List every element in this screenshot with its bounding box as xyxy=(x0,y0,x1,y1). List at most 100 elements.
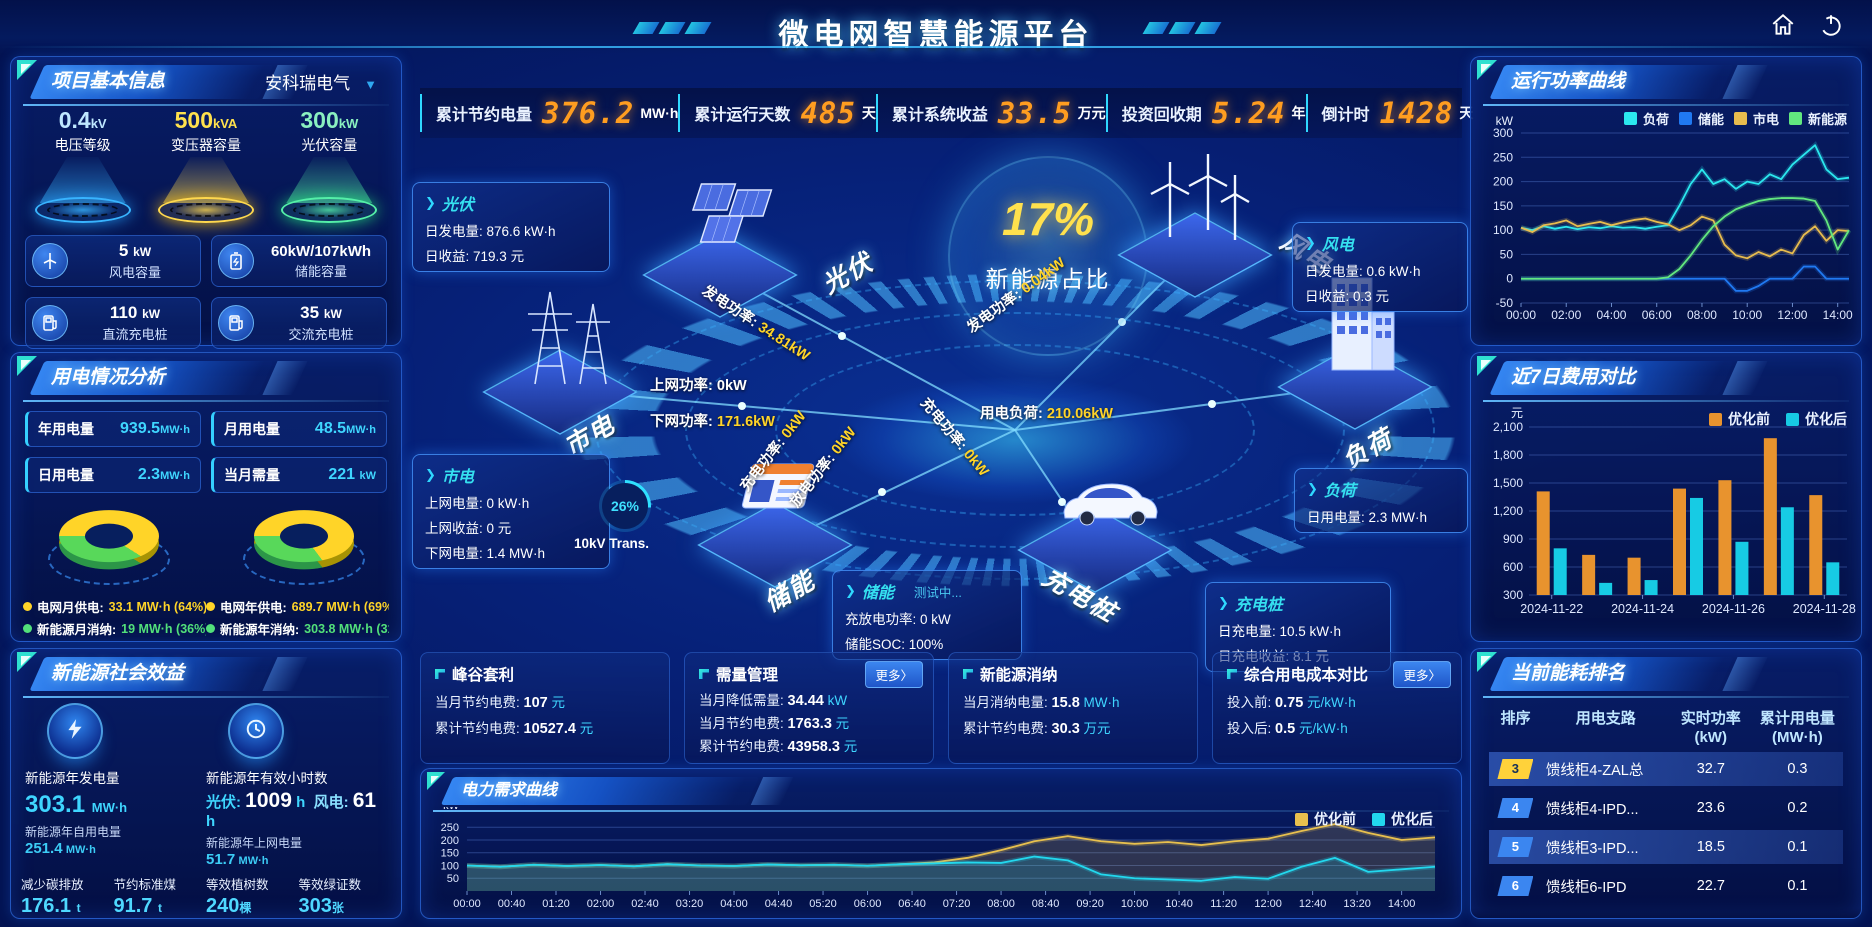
stat-wind-capacity: 5 kW 风电容量 xyxy=(25,235,201,287)
home-icon[interactable] xyxy=(1770,12,1796,38)
power-curve-chart: -50 0 50 100 150 200 250 300 00:00 02:00 04:00 06:0… xyxy=(1493,114,1853,322)
legend-grid: 市电 xyxy=(1733,109,1779,128)
transformer-gauge-label: 10kV Trans. xyxy=(574,536,650,551)
card-demand-mgmt: 需量管理 更多〉 当月降低需量: 34.44 kW 当月节约电费: 1763.3… xyxy=(684,652,934,764)
svg-text:08:00: 08:00 xyxy=(1687,308,1717,322)
load-flow-label: 用电负荷: 210.06kW xyxy=(980,406,1113,422)
svg-text:05:20: 05:20 xyxy=(809,898,837,910)
svg-text:0: 0 xyxy=(1506,272,1513,286)
table-row: 3 馈线柜4-ZAL总 32.7 0.3 xyxy=(1489,752,1843,786)
corner-glyph-icon xyxy=(963,669,973,679)
svg-text:04:00: 04:00 xyxy=(720,898,748,910)
benefit-hours: 新能源年有效小时数 光伏: 1009 h 风电: 61 h 新能源年上网电量 51… xyxy=(206,703,387,868)
svg-text:03:20: 03:20 xyxy=(676,898,704,910)
panel-title: 用电情况分析 xyxy=(51,367,166,388)
svg-text:12:40: 12:40 xyxy=(1299,898,1327,910)
svg-text:04:40: 04:40 xyxy=(765,898,793,910)
svg-text:150: 150 xyxy=(441,848,459,860)
lightning-icon xyxy=(64,718,86,745)
new-energy-ratio-orb: 17% 新能源占比 xyxy=(948,156,1148,356)
stat-month-usage: 月用电量 48.5MW·h xyxy=(211,411,387,447)
svg-text:12:00: 12:00 xyxy=(1254,898,1282,910)
svg-text:10:00: 10:00 xyxy=(1121,898,1149,910)
card-newenergy-consume: 新能源消纳 当月消纳电量: 15.8 MW·h 累计节约电费: 30.3 万元 xyxy=(948,652,1198,764)
power-icon[interactable] xyxy=(1818,12,1844,38)
svg-text:50: 50 xyxy=(447,873,459,885)
clock-icon xyxy=(245,718,267,745)
stat-ac-charger: 35 kW 交流充电桩 xyxy=(211,297,387,349)
wind-info-card: ❯ 风电 日发电量: 0.6 kW·h 日收益: 0.3 元 xyxy=(1292,222,1468,312)
project-company-dropdown[interactable]: 安科瑞电气 ▼ xyxy=(265,74,377,93)
ac-charger-icon xyxy=(218,305,254,341)
svg-text:14:00: 14:00 xyxy=(1823,308,1853,322)
panel-demand-curve: 电力需求曲线 优化前 优化后 50 100 150 200 250 00:00 00:40 0… xyxy=(420,768,1462,919)
svg-text:06:00: 06:00 xyxy=(1642,308,1672,322)
svg-text:250: 250 xyxy=(1493,150,1513,164)
grid-up-flow-label: 上网功率: 0kW xyxy=(650,378,747,394)
svg-text:kW: kW xyxy=(1496,114,1514,128)
rank-badge: 6 xyxy=(1497,876,1534,896)
stat-storage-capacity: 60kW/107kWh 储能容量 xyxy=(211,235,387,287)
panel-title: 近7日费用对比 xyxy=(1511,367,1636,388)
legend-after-opt: 优化后 xyxy=(1372,809,1433,829)
cost-more-button[interactable]: 更多〉 xyxy=(1393,661,1451,688)
energy-ranking-table: 排序 用电支路 实时功率 (kW) 累计用电量 (MW·h) 3 馈线柜4-ZAL总… xyxy=(1471,701,1861,903)
svg-text:06:00: 06:00 xyxy=(854,898,882,910)
panel-usage-analysis: 用电情况分析 年用电量 939.5MW·h 月用电量 48.5MW·h 日用电量 2.… xyxy=(10,352,402,642)
svg-text:kW: kW xyxy=(443,807,460,812)
panel-energy-ranking: 当前能耗排名 排序 用电支路 实时功率 (kW) 累计用电量 (MW·h) 3 馈线… xyxy=(1470,648,1862,919)
panel-title: 当前能耗排名 xyxy=(1511,663,1626,684)
svg-text:02:00: 02:00 xyxy=(587,898,615,910)
svg-text:00:00: 00:00 xyxy=(453,898,481,910)
panel-corner-icon xyxy=(1477,652,1497,677)
svg-text:2,100: 2,100 xyxy=(1493,420,1523,434)
svg-text:00:00: 00:00 xyxy=(1506,308,1536,322)
svg-text:300: 300 xyxy=(1493,126,1513,140)
legend-grid-year: 电网年供电: 689.7 MW·h (69%) xyxy=(206,597,389,616)
ratio-value: 17% xyxy=(1001,193,1095,245)
chevron-right-icon: ❯ xyxy=(1305,235,1316,250)
page-title: 微电网智慧能源平台 xyxy=(778,19,1094,52)
stat-month-demand: 当月需量 221 kW xyxy=(211,457,387,493)
grid-info-card: ❯ 市电 上网电量: 0 kW·h 上网收益: 0 元 下网电量: 1.4 MW·… xyxy=(412,454,610,569)
panel-corner-icon xyxy=(1477,356,1497,381)
legend-newenergy-year: 新能源年消纳:303.8 MW·h (31%) xyxy=(206,619,389,638)
svg-text:11:20: 11:20 xyxy=(1210,898,1237,910)
legend-newenergy: 新能源 xyxy=(1788,109,1847,128)
demand-more-button[interactable]: 更多〉 xyxy=(865,661,923,688)
stat-year-usage: 年用电量 939.5MW·h xyxy=(25,411,201,447)
svg-text:14:00: 14:00 xyxy=(1388,898,1416,910)
battery-icon xyxy=(218,243,254,279)
panel-corner-icon xyxy=(17,652,37,677)
panel-project-info: 项目基本信息 安科瑞电气 ▼ 0.4kV 电压等级 500kVA 变压器容量 xyxy=(10,56,402,349)
card-peak-valley: 峰谷套利 当月节约电费: 107 元 累计节约电费: 10527.4 元 xyxy=(420,652,670,764)
svg-text:08:00: 08:00 xyxy=(987,898,1015,910)
panel-title: 运行功率曲线 xyxy=(1511,71,1626,92)
legend-before-opt: 优化前 xyxy=(1295,809,1356,829)
svg-text:200: 200 xyxy=(1493,175,1513,189)
ratio-label: 新能源占比 xyxy=(985,266,1111,292)
panel-power-curve: 运行功率曲线 负荷 储能 市电 新能源 -50 0 50 100 150 200 250 30… xyxy=(1470,56,1862,346)
battery-container-icon xyxy=(741,463,815,509)
svg-text:150: 150 xyxy=(1493,199,1513,213)
rank-badge: 5 xyxy=(1497,837,1534,857)
panel-cost-compare: 近7日费用对比 优化前 优化后 300 600 900 1,200 1,500 1,800… xyxy=(1470,352,1862,642)
legend-newenergy-month: 新能源月消纳: 19 MW·h (36%) xyxy=(23,619,206,638)
svg-text:1,800: 1,800 xyxy=(1493,448,1523,462)
chevron-right-icon: ❯ xyxy=(425,467,436,482)
svg-text:10:40: 10:40 xyxy=(1165,898,1193,910)
voltage-cone: 0.4kV 电压等级 xyxy=(28,107,138,223)
svg-text:13:20: 13:20 xyxy=(1343,898,1371,910)
svg-text:02:00: 02:00 xyxy=(1551,308,1581,322)
top-header: 微电网智慧能源平台 xyxy=(0,0,1872,54)
table-row: 4 馈线柜4-IPD... 23.6 0.2 xyxy=(1489,791,1843,825)
svg-text:900: 900 xyxy=(1503,532,1523,546)
dc-charger-icon xyxy=(32,305,68,341)
chevron-right-icon: ❯ xyxy=(1307,481,1318,496)
title-deco-right xyxy=(1142,22,1236,34)
legend-grid-month: 电网月供电: 33.1 MW·h (64%) xyxy=(23,597,206,616)
kpi-total-income: 累计系统收益 33.5 万元 xyxy=(875,94,1106,132)
benefit-co2: 减少碳排放 176.1 t xyxy=(21,878,84,917)
